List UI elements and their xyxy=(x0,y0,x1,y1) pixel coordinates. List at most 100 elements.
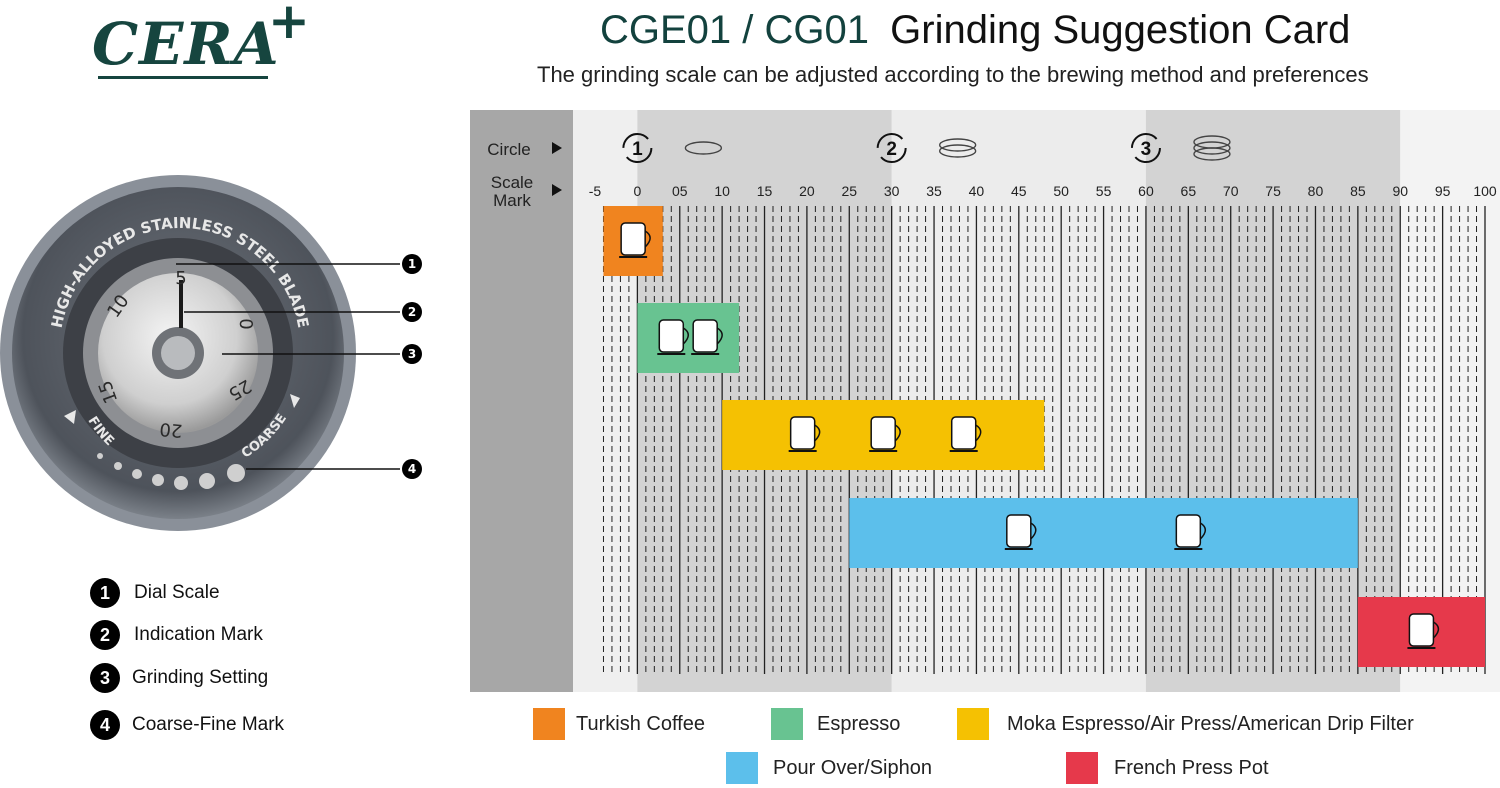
legend-swatch xyxy=(1066,752,1098,784)
air-press-icon xyxy=(869,416,901,452)
tick-label: 65 xyxy=(1181,183,1197,199)
callout-lines xyxy=(176,263,400,470)
coil-icon xyxy=(684,141,723,155)
pour-over-icon xyxy=(1004,514,1037,550)
legend-text: Pour Over/Siphon xyxy=(773,756,932,779)
legend-text: French Press Pot xyxy=(1114,756,1269,779)
legend-swatch xyxy=(726,752,758,784)
coarse-arrow-icon xyxy=(290,394,300,408)
model-name: CGE01 / CG01 xyxy=(600,8,870,52)
circle-indicator: 1 xyxy=(622,133,653,163)
french-press-icon-body xyxy=(1408,613,1435,647)
tick-label: 100 xyxy=(1473,183,1497,199)
legend-item: 4 Coarse-Fine Mark xyxy=(90,710,284,740)
air-press-icon-body xyxy=(870,416,896,450)
row-label-circle: Circle xyxy=(487,140,530,159)
tick-label: 85 xyxy=(1350,183,1366,199)
siphon-icon xyxy=(1174,514,1207,550)
portafilter-icon xyxy=(657,319,690,355)
range-bar xyxy=(849,498,1358,568)
pour-over-icon-body xyxy=(1006,514,1032,548)
svg-text:1: 1 xyxy=(408,257,416,271)
espresso-maker-icon xyxy=(691,319,723,355)
tick-label: 05 xyxy=(672,183,688,199)
range-bar xyxy=(637,303,740,373)
grinder-dial-illustration: HIGH-ALLOYED STAINLESS STEEL BLADE FINE … xyxy=(0,175,422,531)
svg-text:3: 3 xyxy=(408,347,416,361)
svg-text:2: 2 xyxy=(408,305,416,319)
legend-swatch xyxy=(771,708,803,740)
page-title: CGE01 / CG01 Grinding Suggestion Card xyxy=(600,8,1350,53)
tick-label: 90 xyxy=(1392,183,1408,199)
moka-pot-icon-handle xyxy=(814,424,821,442)
siphon-icon-handle xyxy=(1199,522,1207,540)
coil-icon xyxy=(1193,141,1231,155)
range-bar xyxy=(1357,597,1485,667)
dial-callouts: 1 2 3 4 xyxy=(402,254,422,479)
legend-label: Indication Mark xyxy=(134,624,263,645)
range-bar xyxy=(603,206,663,276)
coil-icon xyxy=(938,138,977,152)
label-column xyxy=(470,110,573,692)
row-label-scale-mark: Scale Mark xyxy=(491,173,534,210)
cezve-icon-body xyxy=(620,222,646,256)
svg-text:20: 20 xyxy=(159,418,184,441)
legend-item: 1 Dial Scale xyxy=(90,578,220,608)
tick-label: 55 xyxy=(1096,183,1112,199)
circle-number: 3 xyxy=(1141,139,1152,160)
coil-icon xyxy=(938,144,977,158)
page-subtitle: The grinding scale can be adjusted accor… xyxy=(537,62,1369,87)
legend-number: 2 xyxy=(90,620,120,650)
pour-over-icon-handle xyxy=(1030,522,1037,540)
chart-legend-item: Pour Over/Siphon xyxy=(726,752,932,784)
circle-number: 2 xyxy=(886,139,897,160)
moka-pot-icon xyxy=(788,416,821,452)
legend-text: Moka Espresso/Air Press/American Drip Fi… xyxy=(1007,712,1414,735)
portafilter-icon-handle xyxy=(682,327,690,345)
chart-legend-item: Moka Espresso/Air Press/American Drip Fi… xyxy=(957,708,1414,740)
rotate-icon xyxy=(622,133,653,163)
chart-legend-item: Turkish Coffee xyxy=(533,708,705,740)
tick-label: 45 xyxy=(1011,183,1027,199)
tick-label: 50 xyxy=(1053,183,1069,199)
legend-label: Dial Scale xyxy=(134,582,220,603)
rotate-icon xyxy=(876,133,907,163)
cezve-icon xyxy=(619,222,651,258)
svg-text:0: 0 xyxy=(235,318,256,329)
air-press-icon-handle xyxy=(894,424,901,442)
range-bar-fill xyxy=(849,498,1358,568)
cezve-icon-handle xyxy=(644,230,651,248)
siphon-icon-body xyxy=(1175,514,1202,548)
circle-indicator: 3 xyxy=(1130,133,1161,163)
legend-item: 2 Indication Mark xyxy=(90,620,263,650)
svg-text:5: 5 xyxy=(175,268,186,289)
svg-text:4: 4 xyxy=(408,462,416,476)
legend-swatch xyxy=(533,708,565,740)
chart-legend-item: Espresso xyxy=(771,708,900,740)
tick-label: 0 xyxy=(633,183,641,199)
tick-label: 75 xyxy=(1265,183,1281,199)
legend-number: 3 xyxy=(90,663,120,693)
french-press-icon-handle xyxy=(1432,621,1440,639)
tick-label: 40 xyxy=(969,183,985,199)
legend-item: 3 Grinding Setting xyxy=(90,663,268,693)
drip-machine-icon-body xyxy=(950,416,977,450)
espresso-maker-icon-body xyxy=(692,319,718,353)
circle-indicator: 2 xyxy=(876,133,907,163)
brand-logo: CERA xyxy=(92,10,280,78)
tick-label: -5 xyxy=(589,183,602,199)
drip-machine-icon-handle xyxy=(975,424,982,442)
rotate-icon xyxy=(1130,133,1161,163)
legend-swatch xyxy=(957,708,989,740)
grinding-range-chart: Circle Scale Mark 1 2 3 -5 0 05 10 15 20 25 30 35 40 45 5… xyxy=(470,110,1500,692)
row-arrow-icon xyxy=(552,142,562,154)
coil-icon xyxy=(1193,147,1231,161)
brand-logo-plus: + xyxy=(268,0,310,50)
dial-hub-cap xyxy=(161,336,195,370)
legend-number: 4 xyxy=(90,710,120,740)
circle-number: 1 xyxy=(632,139,643,160)
title-text: Grinding Suggestion Card xyxy=(890,8,1351,52)
tick-label: 25 xyxy=(841,183,857,199)
tick-label: 70 xyxy=(1223,183,1239,199)
legend-text: Turkish Coffee xyxy=(576,712,705,735)
